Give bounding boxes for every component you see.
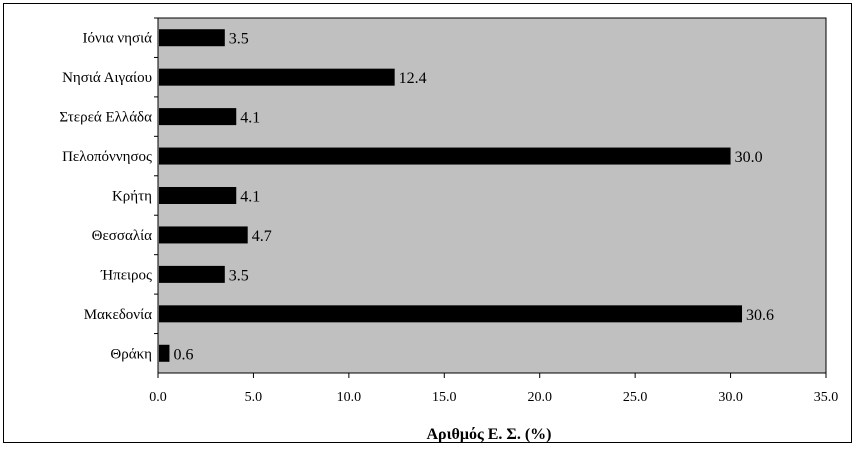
x-tick-label: 15.0 (432, 390, 457, 405)
value-labels: 3.5 12.4 4.1 30.0 4.1 4.7 3.5 30.6 0.6 (173, 31, 774, 364)
bar (159, 344, 170, 362)
bar (159, 265, 225, 283)
category-label: Μακεδονία (84, 307, 152, 323)
bar (159, 68, 395, 86)
category-label: Θράκη (110, 346, 152, 362)
category-label: Θεσσαλία (92, 228, 152, 244)
x-axis: 0.0 5.0 10.0 15.0 20.0 25.0 30.0 35.0 (149, 373, 838, 405)
category-label: Ήπειρος (100, 267, 152, 283)
bar (159, 305, 743, 323)
bar (159, 187, 237, 204)
value-label: 3.5 (229, 267, 249, 284)
bar (159, 108, 237, 126)
bar (159, 226, 248, 244)
x-tick-label: 25.0 (623, 390, 648, 405)
x-tick-label: 0.0 (149, 390, 167, 405)
x-tick-label: 5.0 (245, 390, 263, 405)
bar (159, 147, 731, 165)
value-label: 0.6 (173, 346, 193, 363)
value-label: 4.1 (240, 189, 260, 206)
category-label: Πελοπόννησος (62, 149, 152, 165)
value-label: 4.1 (240, 110, 260, 127)
x-tick-label: 30.0 (718, 390, 743, 405)
value-label: 3.5 (229, 31, 249, 48)
category-labels: Ιόνια νησιά Νησιά Αιγαίου Στερεά Ελλάδα Πελ… (59, 17, 158, 362)
chart-frame: Ιόνια νησιά Νησιά Αιγαίου Στερεά Ελλάδα Πελ… (3, 3, 852, 443)
bars-group (159, 29, 743, 362)
bar-chart: Ιόνια νησιά Νησιά Αιγαίου Στερεά Ελλάδα Πελ… (59, 17, 838, 442)
category-label: Νησιά Αιγαίου (62, 70, 152, 86)
value-label: 30.6 (746, 307, 774, 324)
x-axis-title: Αριθμός Ε. Σ. (%) (426, 426, 551, 442)
value-label: 4.7 (252, 228, 272, 245)
x-tick-label: 35.0 (814, 390, 839, 405)
x-tick-label: 10.0 (337, 390, 362, 405)
category-label: Στερεά Ελλάδα (59, 110, 152, 126)
x-tick-label: 20.0 (527, 390, 552, 405)
value-label: 30.0 (735, 149, 763, 166)
category-label: Ιόνια νησιά (82, 31, 152, 47)
bar (159, 29, 225, 47)
category-label: Κρήτη (112, 189, 152, 205)
value-label: 12.4 (399, 70, 427, 87)
